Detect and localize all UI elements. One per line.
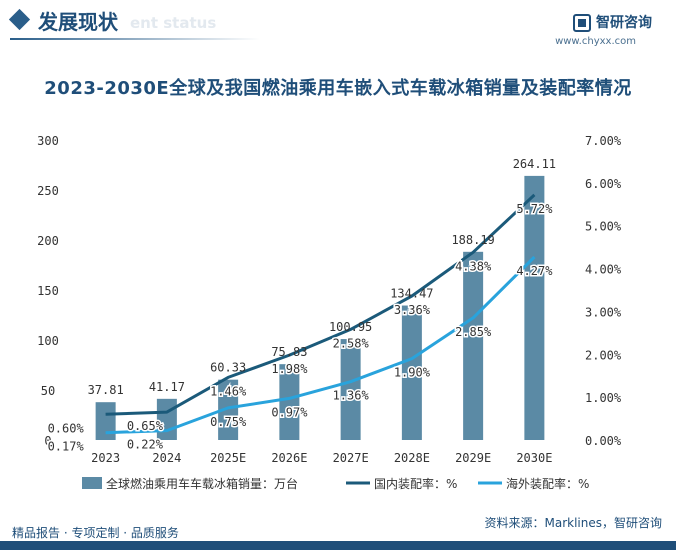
y-left-tick-label: 50: [41, 384, 55, 398]
y-right-tick-label: 5.00%: [585, 220, 622, 234]
overseas-rate-label: 2.85%: [455, 325, 492, 339]
overseas-rate-label: 0.97%: [271, 405, 308, 419]
legend-domestic-label: 国内装配率：%: [374, 476, 457, 491]
brand: 智研咨询: [573, 12, 652, 32]
y-left-tick-label: 200: [37, 234, 59, 248]
domestic-rate-label: 1.46%: [210, 384, 247, 398]
y-left-tick-label: 100: [37, 334, 59, 348]
x-tick-label: 2027E: [333, 451, 369, 465]
x-tick-label: 2029E: [455, 451, 491, 465]
domestic-rate-label: 1.98%: [271, 362, 308, 376]
domestic-rate-label: 0.60%: [48, 421, 85, 435]
brand-logo-icon: [573, 14, 591, 32]
y-left-tick-label: 300: [37, 134, 59, 148]
legend-bar-swatch: [82, 477, 102, 489]
bar-value-label: 134.47: [390, 287, 433, 301]
domestic-rate-label: 4.38%: [455, 259, 492, 273]
x-tick-label: 2025E: [210, 451, 246, 465]
bar-value-label: 75.83: [271, 345, 307, 359]
y-right-tick-label: 3.00%: [585, 305, 622, 319]
domestic-rate-label: 5.72%: [516, 202, 553, 216]
bar: [340, 339, 361, 440]
header-band: [0, 0, 676, 60]
chart-title: 2023-2030E全球及我国燃油乘用车嵌入式车载冰箱销量及装配率情况: [44, 78, 632, 99]
x-tick-label: 2026E: [271, 451, 307, 465]
y-right-tick-label: 2.00%: [585, 348, 622, 362]
y-left-tick-label: 0: [44, 434, 51, 448]
y-right-tick-label: 7.00%: [585, 134, 622, 148]
domestic-rate-line: [105, 193, 536, 416]
overseas-rate-label: 0.75%: [210, 415, 247, 429]
overseas-rate-label: 1.36%: [333, 389, 370, 403]
footer-tagline: 精品报告 · 专项定制 · 品质服务: [12, 526, 179, 540]
x-tick-label: 2030E: [516, 451, 552, 465]
domestic-rate-label: 2.58%: [333, 336, 370, 350]
bar: [218, 379, 239, 440]
overseas-rate-label: 4.27%: [516, 264, 553, 278]
y-left-tick-label: 150: [37, 284, 59, 298]
x-tick-label: 2024: [152, 451, 181, 465]
brand-name: 智研咨询: [596, 15, 652, 31]
legend-overseas-label: 海外装配率：%: [506, 476, 589, 491]
overseas-rate-label: 0.17%: [48, 440, 85, 454]
y-right-tick-label: 6.00%: [585, 177, 622, 191]
y-right-tick-label: 4.00%: [585, 263, 622, 277]
brand-url: www.chyxx.com: [555, 36, 636, 47]
footer-source: 资料来源：Marklines，智研咨询: [484, 516, 663, 530]
bar-value-label: 188.19: [451, 233, 494, 247]
y-right-tick-label: 0.00%: [585, 434, 622, 448]
y-left-tick-label: 250: [37, 184, 59, 198]
bar-value-label: 100.95: [329, 320, 372, 334]
bar: [279, 364, 300, 440]
bar: [524, 175, 545, 440]
overseas-rate-line: [105, 255, 536, 435]
legend-bar-label: 全球燃油乘用车车载冰箱销量：万台: [106, 476, 298, 491]
overseas-rate-label: 1.90%: [394, 366, 431, 380]
domestic-rate-label: 3.36%: [394, 303, 431, 317]
section-subtitle: ent status: [130, 14, 217, 32]
footer-bar: [0, 541, 676, 550]
x-tick-label: 2023: [91, 451, 120, 465]
bar: [463, 251, 484, 440]
y-right-tick-label: 1.00%: [585, 391, 622, 405]
overseas-rate-label: 0.22%: [127, 438, 164, 452]
domestic-rate-label: 0.65%: [127, 419, 164, 433]
bar-value-label: 264.11: [513, 157, 556, 171]
x-tick-label: 2028E: [394, 451, 430, 465]
title-underline: [10, 38, 260, 40]
bar-value-label: 41.17: [149, 380, 185, 394]
bar-value-label: 37.81: [88, 383, 124, 397]
bar-value-label: 60.33: [210, 361, 246, 375]
bar: [401, 305, 422, 440]
section-title: 发展现状: [38, 10, 118, 34]
bar: [95, 402, 116, 440]
